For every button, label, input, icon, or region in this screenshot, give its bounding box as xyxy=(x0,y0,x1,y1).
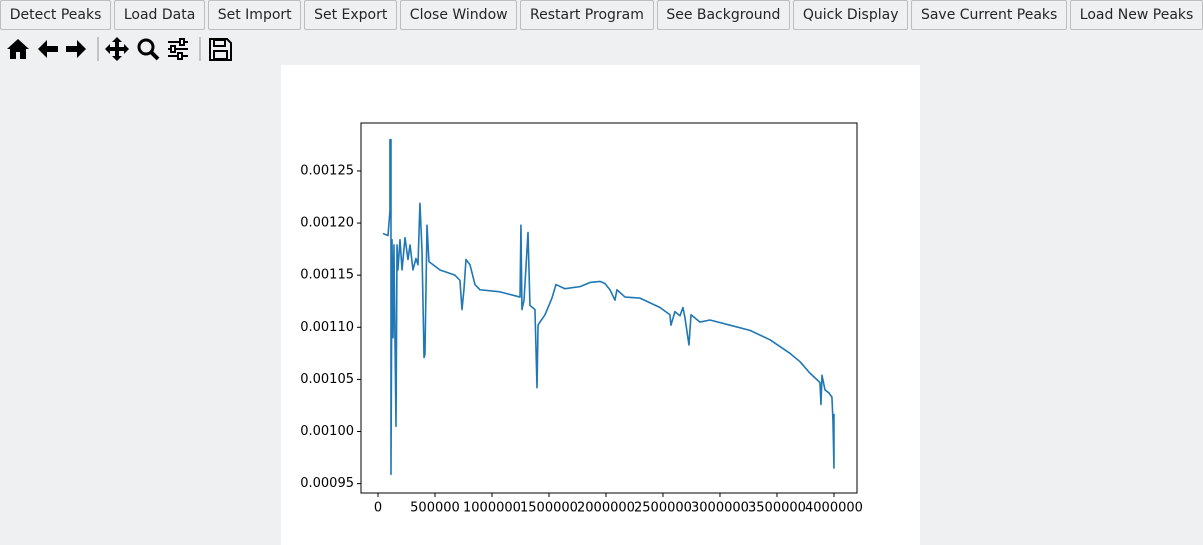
x-tick-label: 4000000 xyxy=(805,501,863,516)
x-tick-label: 1000000 xyxy=(463,501,521,516)
toolbar-button[interactable]: Set Export xyxy=(304,0,398,30)
x-tick-label: 3500000 xyxy=(748,501,806,516)
y-tick-label: 0.00105 xyxy=(300,372,354,387)
navigation-toolbar xyxy=(7,37,232,61)
back-icon[interactable] xyxy=(38,40,58,58)
figure: 0.00095 0.00100 0.00105 0.00110 0.00115 0.001… xyxy=(281,65,920,545)
home-icon[interactable] xyxy=(7,39,29,59)
toolbar-button[interactable]: See Background xyxy=(656,0,791,30)
x-tick-label: 2000000 xyxy=(577,501,635,516)
y-tick-label: 0.00115 xyxy=(300,268,354,283)
toolbar-button[interactable]: Load New Peaks xyxy=(1070,0,1203,30)
x-tick-label: 3000000 xyxy=(691,501,749,516)
y-tick-label: 0.00125 xyxy=(300,163,354,178)
zoom-icon[interactable] xyxy=(137,38,160,61)
data-line xyxy=(382,138,835,476)
y-tick-label: 0.00100 xyxy=(300,424,354,439)
toolbar-button[interactable]: Close Window xyxy=(400,0,518,30)
save-icon[interactable] xyxy=(209,38,232,61)
x-tick-label: 1500000 xyxy=(520,501,578,516)
x-tick-label: 0 xyxy=(374,501,382,516)
forward-icon[interactable] xyxy=(66,40,86,58)
x-tick-label: 2500000 xyxy=(634,501,692,516)
y-tick-label: 0.00120 xyxy=(300,216,354,231)
axes-frame xyxy=(360,122,858,494)
toolbar-button[interactable]: Restart Program xyxy=(520,0,654,30)
y-tick-label: 0.00095 xyxy=(300,476,354,491)
pan-icon[interactable] xyxy=(105,37,129,61)
x-tick-label: 500000 xyxy=(410,501,460,516)
toolbar-button[interactable]: Save Current Peaks xyxy=(911,0,1068,30)
button-bar: Detect Peaks Load Data Set Import Set Expor… xyxy=(0,0,1203,30)
toolbar-button[interactable]: Quick Display xyxy=(793,0,909,30)
configure-icon[interactable] xyxy=(168,38,188,60)
toolbar-button[interactable]: Load Data xyxy=(114,0,206,30)
toolbar-button[interactable]: Set Import xyxy=(208,0,302,30)
y-tick-label: 0.00110 xyxy=(300,320,354,335)
toolbar-button[interactable]: Detect Peaks xyxy=(0,0,112,30)
